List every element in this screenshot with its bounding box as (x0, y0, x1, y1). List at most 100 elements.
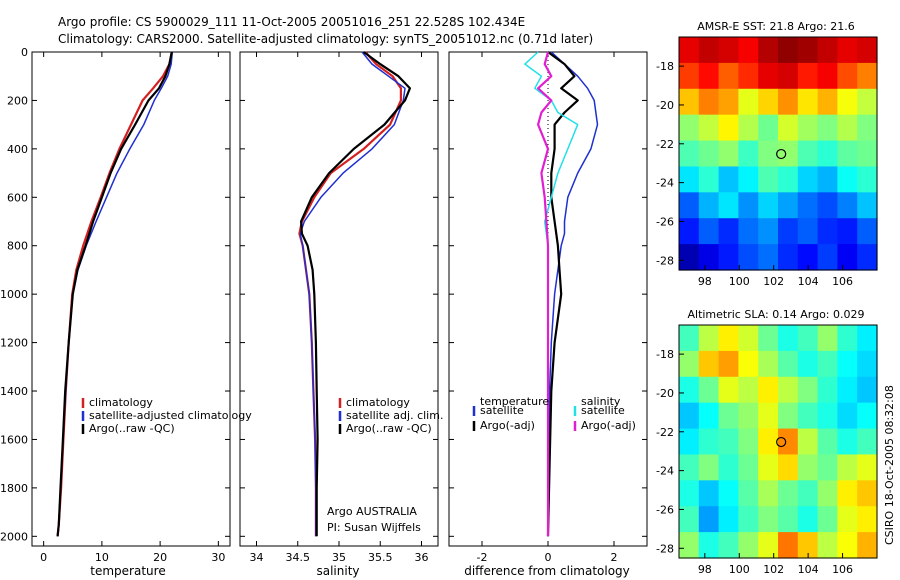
x-tick-label: 100 (729, 563, 750, 576)
heatmap-cell (778, 244, 799, 271)
heatmap-cell (738, 140, 759, 168)
heatmap-cell (857, 166, 878, 193)
heatmap-cell (857, 218, 878, 245)
x-tick-label: 104 (798, 275, 819, 288)
y-tick-label: 1000 (0, 288, 28, 301)
heatmap-cell (837, 325, 858, 352)
heatmap-cell (738, 192, 759, 219)
heatmap-cell (679, 532, 700, 559)
heatmap-cell (817, 166, 838, 193)
heatmap-cell (679, 480, 700, 507)
heatmap-cell (857, 402, 878, 430)
y-tick-label: -20 (656, 99, 674, 112)
heatmap-cell (758, 37, 779, 64)
heatmap-cell (679, 166, 700, 193)
heatmap-cell (797, 506, 819, 533)
heatmap-cell (797, 325, 819, 352)
heatmap-cell (758, 350, 779, 378)
heatmap-cell (698, 166, 720, 193)
heatmap-cell (698, 62, 720, 90)
heatmap-cell (857, 480, 878, 507)
salinity-legend: climatology satellite adj. clim. Argo(..… (338, 396, 443, 435)
heatmap-cell (857, 454, 878, 481)
heatmap-cell (817, 140, 838, 168)
heatmap-cell (857, 325, 878, 352)
heatmap-cell (797, 376, 819, 404)
heatmap-cell (837, 88, 858, 116)
y-tick-label: 0 (21, 46, 28, 59)
heatmap-cell (857, 192, 878, 219)
temperature-legend: climatology satellite-adjusted climatolo… (81, 396, 252, 435)
series-line-salinity-argo-adj (536, 51, 553, 537)
x-tick-label: 35.5 (368, 551, 393, 564)
series-line-satellite-adjusted-climatology (56, 51, 174, 537)
heatmap-cell (758, 376, 779, 404)
heatmap-cell (679, 428, 700, 456)
y-tick-label: 600 (7, 191, 28, 204)
heatmap-cell (778, 114, 799, 142)
heatmap-cell (718, 88, 739, 116)
y-tick-label: 400 (7, 143, 28, 156)
heatmap-cell (797, 532, 819, 559)
heatmap-cell (679, 376, 700, 404)
series-line-argo-raw-qc (56, 51, 173, 537)
heatmap-cell (679, 454, 700, 481)
heatmap-cell (758, 62, 779, 90)
heatmap-cell (837, 62, 858, 90)
heatmap-cell (718, 532, 739, 559)
heatmap-cell (758, 166, 779, 193)
heatmap-cell (718, 192, 739, 219)
heatmap-cell (837, 480, 858, 507)
heatmap-cell (698, 454, 720, 481)
heatmap-cell (778, 325, 799, 352)
x-tick-label: 34.5 (286, 551, 311, 564)
heatmap-cell (679, 62, 700, 90)
heatmap-cell (758, 325, 779, 352)
heatmap-cell (797, 140, 819, 168)
credit-label: CSIRO 18-Oct-2005 08:32:08 (883, 385, 896, 545)
heatmap-cell (857, 376, 878, 404)
sst-map-title: AMSR-E SST: 21.8 Argo: 21.6 (697, 20, 855, 33)
heatmap-cell (797, 350, 819, 378)
heatmap-cell (698, 325, 720, 352)
series-line-climatology (56, 51, 173, 537)
heatmap-cell (817, 376, 838, 404)
heatmap-cell (679, 140, 700, 168)
heatmap-cell (837, 244, 858, 271)
heatmap-cell (837, 454, 858, 481)
heatmap-cell (837, 376, 858, 404)
legend-satellite-adj-label: satellite adj. clim. (346, 409, 443, 422)
heatmap-cell (738, 244, 759, 271)
legend-climatology-label: climatology (346, 396, 410, 409)
series-line-temperature-satellite (547, 51, 599, 537)
heatmap-cell (738, 166, 759, 193)
heatmap-cell (698, 37, 720, 64)
heatmap-cell (817, 350, 838, 378)
heatmap-cell (817, 218, 838, 245)
series-line-temperature-argo-adj (546, 51, 579, 537)
heatmap-cell (758, 480, 779, 507)
heatmap-cell (778, 402, 799, 430)
heatmap-cell (857, 88, 878, 116)
heatmap-cell (837, 114, 858, 142)
heatmap-cell (778, 350, 799, 378)
heatmap-cell (817, 62, 838, 90)
heatmap-cell (778, 62, 799, 90)
heatmap-cell (797, 454, 819, 481)
heatmap-cell (778, 532, 799, 559)
heatmap-cell (679, 325, 700, 352)
heatmap-cell (679, 402, 700, 430)
heatmap-cell (857, 350, 878, 378)
heatmap-cell (738, 114, 759, 142)
heatmap-cell (738, 532, 759, 559)
heatmap-cell (758, 402, 779, 430)
heatmap-cell (738, 350, 759, 378)
x-tick-label: 0 (40, 551, 47, 564)
heatmap-cell (718, 37, 739, 64)
y-tick-label: -22 (656, 426, 674, 439)
x-tick-label: 106 (832, 563, 853, 576)
x-tick-label: 106 (832, 275, 853, 288)
heatmap-cell (698, 428, 720, 456)
heatmap-cell (837, 428, 858, 456)
